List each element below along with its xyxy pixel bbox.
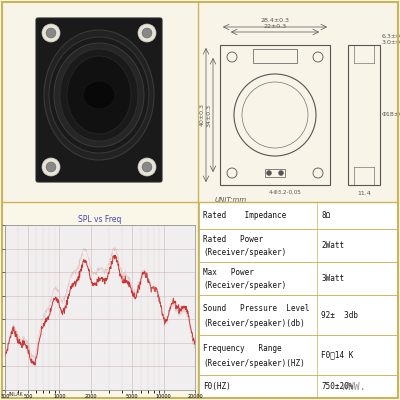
Bar (199, 262, 398, 295)
Ellipse shape (60, 49, 138, 141)
Ellipse shape (83, 81, 115, 109)
Circle shape (46, 28, 56, 38)
Bar (199, 3, 398, 201)
Text: (Receiver/speaker)(HZ): (Receiver/speaker)(HZ) (203, 359, 305, 368)
Ellipse shape (54, 43, 144, 147)
Text: 3.0±0.1: 3.0±0.1 (382, 40, 400, 44)
Text: 4-Φ3.2-0.05: 4-Φ3.2-0.05 (269, 190, 301, 195)
Text: 28.4±0.3: 28.4±0.3 (260, 18, 290, 23)
Text: F0(HZ): F0(HZ) (203, 382, 231, 391)
FancyBboxPatch shape (36, 18, 162, 182)
Ellipse shape (44, 30, 154, 160)
Bar (199, 375, 398, 398)
Text: Rated    Impedance: Rated Impedance (203, 211, 286, 220)
Text: (Receiver/speaker): (Receiver/speaker) (203, 248, 286, 257)
Circle shape (42, 158, 60, 176)
Ellipse shape (67, 56, 131, 134)
Text: 34±0.3: 34±0.3 (206, 104, 212, 126)
Text: 6.3±0.3: 6.3±0.3 (382, 34, 400, 40)
Circle shape (142, 28, 152, 38)
Text: INLAK: INLAK (9, 392, 24, 396)
Text: 750±20%: 750±20% (321, 382, 353, 391)
Bar (199, 295, 398, 335)
Circle shape (142, 162, 152, 172)
Text: Φ18±0.2: Φ18±0.2 (382, 112, 400, 118)
Bar (220, 45, 330, 185)
Bar (265, 169, 285, 177)
Circle shape (46, 162, 56, 172)
Text: Max   Power: Max Power (203, 268, 254, 277)
Title: SPL vs Freq: SPL vs Freq (78, 215, 122, 224)
Text: Sound   Pressure  Level: Sound Pressure Level (203, 304, 309, 313)
Circle shape (138, 24, 156, 42)
Text: (Receiver/speaker): (Receiver/speaker) (203, 281, 286, 290)
Text: F0～14 K: F0～14 K (321, 350, 353, 360)
Bar (3, 3, 197, 201)
Bar (199, 202, 398, 229)
Text: 8Ω: 8Ω (321, 211, 330, 220)
Text: (Receiver/speaker)(db): (Receiver/speaker)(db) (203, 319, 305, 328)
Bar (253, 49, 297, 63)
Text: 22±0.3: 22±0.3 (264, 24, 286, 29)
Text: UNIT:mm: UNIT:mm (215, 197, 247, 203)
Text: WWW.: WWW. (342, 382, 366, 392)
Circle shape (278, 170, 284, 176)
Bar (199, 229, 398, 262)
Text: 3Watt: 3Watt (321, 274, 344, 283)
Text: 40±0.3: 40±0.3 (200, 104, 204, 126)
Circle shape (42, 24, 60, 42)
Circle shape (138, 158, 156, 176)
Bar (348, 45, 380, 185)
Text: Rated   Power: Rated Power (203, 235, 263, 244)
Text: 92±  3db: 92± 3db (321, 310, 358, 320)
Text: 2Watt: 2Watt (321, 241, 344, 250)
Text: 11.4: 11.4 (357, 191, 371, 196)
Text: Frequency   Range: Frequency Range (203, 344, 282, 353)
Ellipse shape (49, 37, 149, 153)
Bar (199, 335, 398, 375)
Circle shape (266, 170, 272, 176)
